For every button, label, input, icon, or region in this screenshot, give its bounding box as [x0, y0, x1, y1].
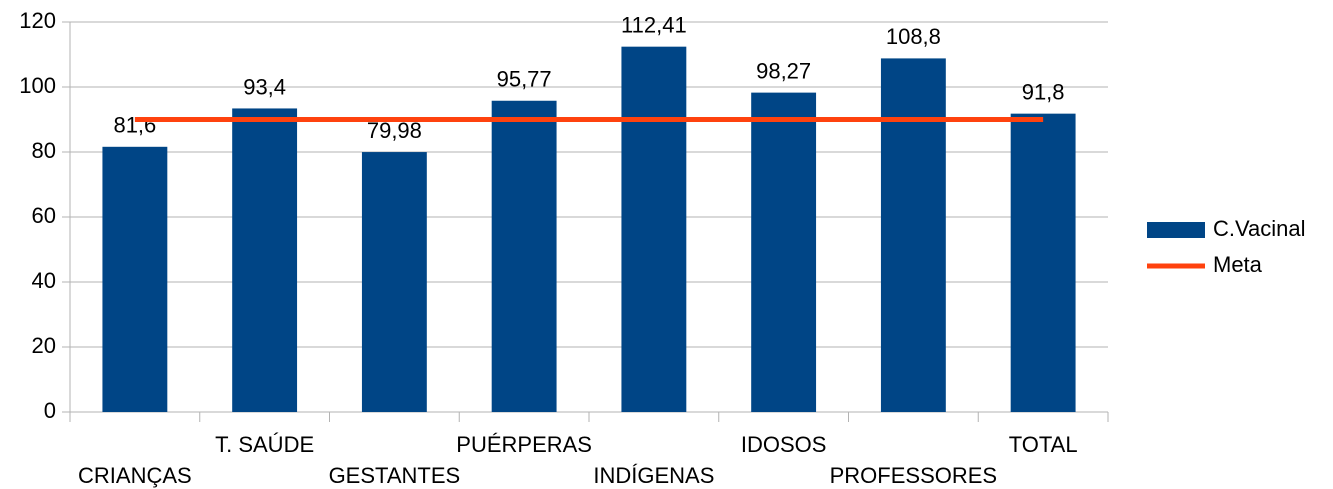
legend-label: Meta	[1213, 252, 1263, 277]
legend-swatch	[1147, 222, 1205, 238]
data-label: 81,6	[113, 113, 156, 138]
y-tick-label: 80	[32, 138, 56, 163]
bar	[102, 146, 168, 413]
y-tick-label: 40	[32, 268, 56, 293]
data-label: 98,27	[756, 58, 811, 83]
bar	[491, 100, 557, 412]
y-tick-label: 20	[32, 333, 56, 358]
x-tick-label: T. SAÚDE	[215, 432, 314, 457]
x-tick-label: IDOSOS	[741, 432, 827, 457]
data-label: 95,77	[497, 67, 552, 92]
data-label: 93,4	[243, 74, 286, 99]
y-tick-label: 60	[32, 203, 56, 228]
y-tick-label: 100	[19, 73, 56, 98]
x-tick-label: GESTANTES	[329, 463, 461, 488]
data-label: 79,98	[367, 118, 422, 143]
x-tick-label: CRIANÇAS	[78, 463, 192, 488]
bar	[361, 152, 427, 412]
x-tick-label: TOTAL	[1009, 432, 1078, 457]
data-label: 91,8	[1022, 79, 1065, 104]
data-label: 108,8	[886, 24, 941, 49]
bar	[880, 58, 946, 413]
data-label: 112,41	[621, 12, 687, 37]
bar	[232, 108, 298, 412]
x-tick-label: PROFESSORES	[830, 463, 997, 488]
x-tick-label: PUÉRPERAS	[456, 432, 592, 457]
y-tick-label: 120	[19, 8, 56, 33]
y-tick-label: 0	[44, 398, 56, 423]
bar	[751, 92, 817, 412]
legend-label: C.Vacinal	[1213, 216, 1306, 241]
bar	[621, 46, 687, 412]
bar	[1010, 113, 1076, 413]
x-tick-label: INDÍGENAS	[593, 463, 714, 488]
